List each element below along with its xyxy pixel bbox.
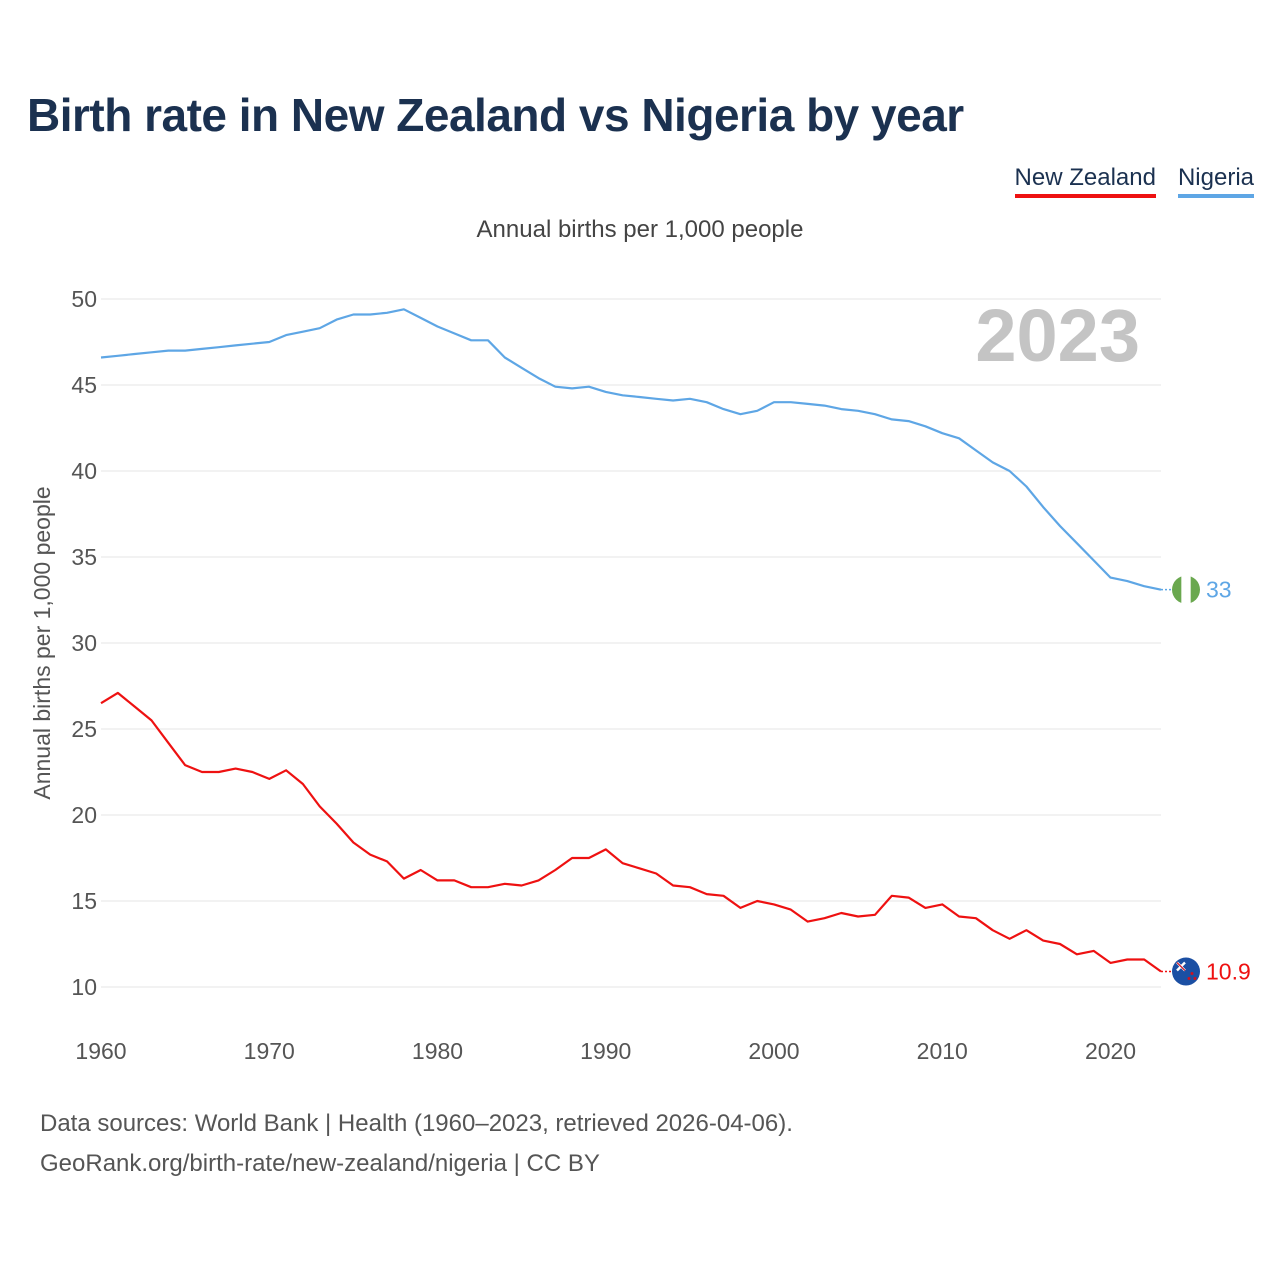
footer: Data sources: World Bank | Health (1960–… [40,1104,793,1184]
legend-item-new-zealand[interactable]: New Zealand [1014,164,1156,198]
chart-subtitle: Annual births per 1,000 people [476,216,804,243]
chart-title: Birth rate in New Zealand vs Nigeria by … [27,89,964,141]
source-link[interactable]: GeoRank.org/birth-rate/new-zealand/niger… [40,1150,600,1177]
x-tick-label-1990: 1990 [580,1038,631,1064]
y-tick-label-25: 25 [71,716,97,742]
flag-star-1 [1190,972,1194,976]
x-tick-label-1980: 1980 [412,1038,463,1064]
y-tick-label-30: 30 [71,630,97,656]
y-tick-label-35: 35 [71,544,97,570]
flag-union-cross-red [1176,962,1186,971]
y-tick-label-20: 20 [71,802,97,828]
x-tick-label-2020: 2020 [1085,1038,1136,1064]
x-tick-label-1960: 1960 [75,1038,126,1064]
series-line-new-zealand [100,691,1162,973]
y-tick-label-10: 10 [71,974,97,1000]
nigeria-flag-icon [1172,575,1200,604]
series-line-nigeria [100,308,1162,591]
flag-green-band-right [1190,575,1200,604]
y-axis-title: Annual births per 1,000 people [29,486,55,799]
data-sources: Data sources: World Bank | Health (1960–… [40,1110,793,1137]
y-tick-label-15: 15 [71,888,97,914]
flag-blue-field [1172,957,1200,986]
end-value-label-new-zealand: 10.9 [1206,959,1251,985]
x-tick-label-2000: 2000 [748,1038,799,1064]
legend-item-nigeria[interactable]: Nigeria [1177,164,1254,198]
end-value-label-nigeria: 33 [1206,577,1232,603]
flag-star-2 [1187,977,1191,981]
y-tick-label-50: 50 [71,286,97,312]
flag-green-band-left [1172,575,1182,604]
legend: New Zealand Nigeria [1014,164,1254,198]
x-tick-label-2010: 2010 [917,1038,968,1064]
x-tick-label-1970: 1970 [244,1038,295,1064]
flag-star-3 [1193,977,1197,981]
year-watermark: 2023 [975,294,1140,377]
new-zealand-flag-icon [1172,957,1200,986]
y-tick-label-40: 40 [71,458,97,484]
y-tick-label-45: 45 [71,372,97,398]
